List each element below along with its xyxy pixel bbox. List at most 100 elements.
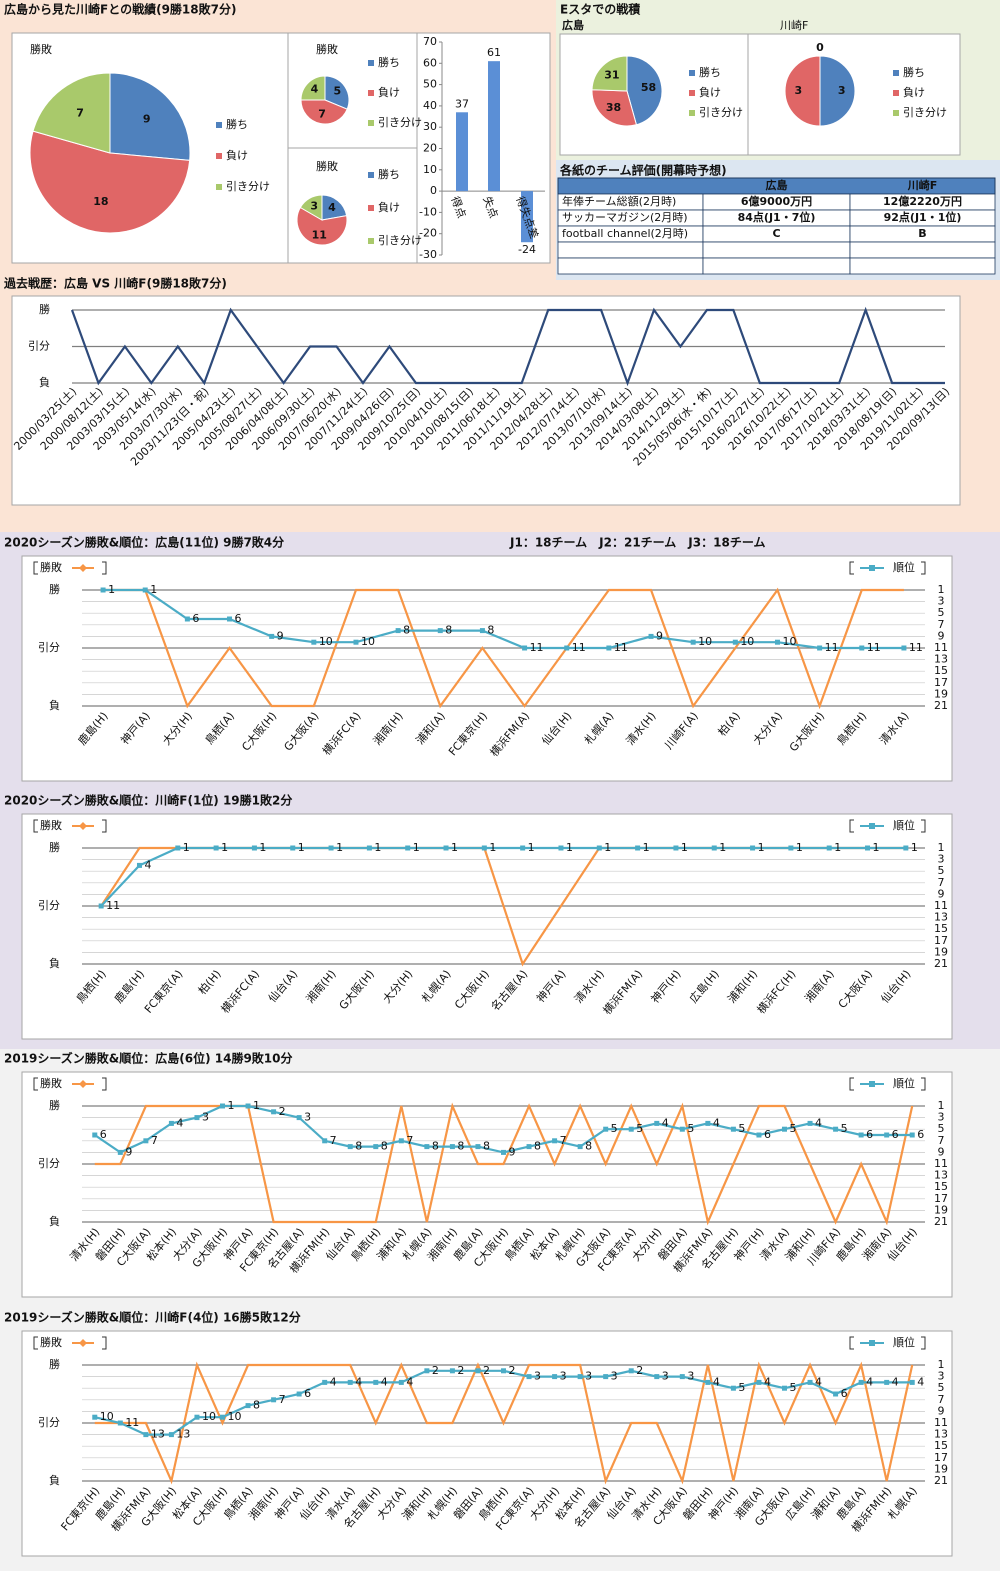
point-label: 9 bbox=[509, 1145, 516, 1158]
series-line bbox=[94, 1361, 914, 1485]
point-marker bbox=[526, 1374, 532, 1380]
point-marker bbox=[481, 845, 487, 851]
point-label: 1 bbox=[758, 841, 765, 854]
point-marker bbox=[245, 1403, 251, 1409]
point-label: 4 bbox=[815, 1116, 822, 1129]
pie-value-label: 3 bbox=[838, 84, 846, 97]
point-label: 2 bbox=[636, 1364, 643, 1377]
point-label: 10 bbox=[319, 635, 333, 648]
panel bbox=[11, 295, 961, 506]
pie-value-label: 3 bbox=[310, 200, 318, 213]
point-label: 1 bbox=[336, 841, 343, 854]
point-marker bbox=[501, 1368, 506, 1374]
y2-tick-label: 9 bbox=[938, 887, 945, 900]
y-tick-label: 負 bbox=[49, 1474, 60, 1487]
y2-tick-label: 11 bbox=[934, 1416, 948, 1429]
table-cell bbox=[849, 241, 996, 259]
point-marker bbox=[449, 1368, 455, 1374]
point-marker bbox=[479, 628, 485, 634]
point-label: 7 bbox=[330, 1134, 337, 1147]
legend-bracket bbox=[921, 561, 926, 575]
point-marker bbox=[475, 1368, 481, 1374]
y2-tick-label: 5 bbox=[938, 1122, 945, 1135]
y2-tick-label: 13 bbox=[934, 653, 948, 666]
point-marker bbox=[901, 645, 907, 651]
point-marker bbox=[168, 1120, 174, 1126]
point-marker bbox=[577, 1144, 583, 1150]
y-tick-label: 負 bbox=[39, 376, 50, 389]
y-tick-label: 引分 bbox=[38, 640, 60, 654]
point-marker bbox=[552, 1138, 558, 1144]
point-label: 4 bbox=[866, 1375, 873, 1388]
point-marker bbox=[220, 1414, 225, 1420]
point-marker bbox=[347, 1379, 353, 1385]
point-label: 6 bbox=[304, 1387, 311, 1400]
legend-label: 勝ち bbox=[699, 65, 721, 79]
point-label: 5 bbox=[636, 1122, 643, 1135]
pie-value-label: 18 bbox=[93, 195, 108, 208]
panel bbox=[21, 1330, 953, 1557]
point-marker bbox=[817, 645, 823, 651]
series-line bbox=[103, 587, 904, 710]
point-marker bbox=[424, 1368, 430, 1374]
point-label: 1 bbox=[681, 841, 688, 854]
point-label: 4 bbox=[381, 1375, 388, 1388]
y-tick-label: 勝 bbox=[49, 1357, 60, 1371]
point-marker bbox=[194, 1414, 200, 1420]
y2-tick-label: 19 bbox=[934, 687, 948, 700]
point-marker bbox=[732, 639, 738, 645]
point-marker bbox=[865, 845, 871, 851]
table-cell bbox=[849, 257, 996, 275]
pie-slice bbox=[591, 89, 638, 127]
y2-tick-label: 21 bbox=[934, 957, 948, 970]
bar-value-label: -24 bbox=[518, 243, 536, 256]
point-marker bbox=[756, 1132, 762, 1138]
point-label: 11 bbox=[106, 899, 120, 912]
bar bbox=[521, 191, 533, 243]
point-label: 1 bbox=[108, 583, 115, 596]
legend-swatch bbox=[216, 122, 222, 128]
pie-value-label: 9 bbox=[143, 113, 151, 126]
point-marker bbox=[909, 1132, 915, 1138]
point-label: 1 bbox=[183, 841, 190, 854]
point-label: 1 bbox=[643, 841, 650, 854]
point-marker bbox=[175, 845, 181, 851]
y2-tick-label: 11 bbox=[934, 641, 948, 654]
point-marker bbox=[322, 1379, 328, 1385]
legend-label: 勝敗 bbox=[40, 560, 62, 574]
table-cell-text: サッカーマガジン(2月時) bbox=[562, 211, 688, 224]
legend-swatch bbox=[368, 90, 374, 96]
pie-slice bbox=[300, 75, 326, 101]
point-label: 1 bbox=[719, 841, 726, 854]
table-cell-text: 84点(J1・7位) bbox=[738, 210, 816, 224]
legend-bracket bbox=[921, 1336, 926, 1350]
y2-tick-label: 15 bbox=[934, 922, 948, 935]
table-header: 川崎F bbox=[907, 178, 938, 192]
pie-slice bbox=[819, 55, 856, 127]
pie-slice bbox=[296, 206, 348, 246]
pie-slice bbox=[32, 72, 111, 154]
point-marker bbox=[100, 587, 106, 593]
y2-tick-label: 9 bbox=[938, 1145, 945, 1158]
point-marker bbox=[807, 1379, 813, 1385]
table-cell-text: 12億2220万円 bbox=[883, 194, 962, 208]
point-label: 5 bbox=[738, 1381, 745, 1394]
point-label: 6 bbox=[235, 612, 242, 625]
legend-label: 順位 bbox=[893, 1076, 915, 1090]
y2-tick-label: 11 bbox=[934, 1157, 948, 1170]
point-label: 2 bbox=[432, 1364, 439, 1377]
point-label: 8 bbox=[445, 624, 452, 637]
point-marker bbox=[398, 1379, 404, 1385]
point-marker bbox=[711, 845, 717, 851]
point-label: 3 bbox=[202, 1111, 209, 1124]
point-marker bbox=[628, 1368, 634, 1374]
point-marker bbox=[858, 1379, 864, 1385]
y-tick-label: 70 bbox=[423, 35, 437, 48]
section-title: Eスタでの戦積 bbox=[560, 2, 641, 17]
pie-value-label: 11 bbox=[312, 228, 327, 241]
point-marker bbox=[437, 628, 443, 634]
point-label: 7 bbox=[560, 1134, 567, 1147]
point-marker bbox=[245, 1103, 251, 1109]
point-label: 10 bbox=[100, 1410, 114, 1423]
point-marker bbox=[168, 1432, 174, 1438]
